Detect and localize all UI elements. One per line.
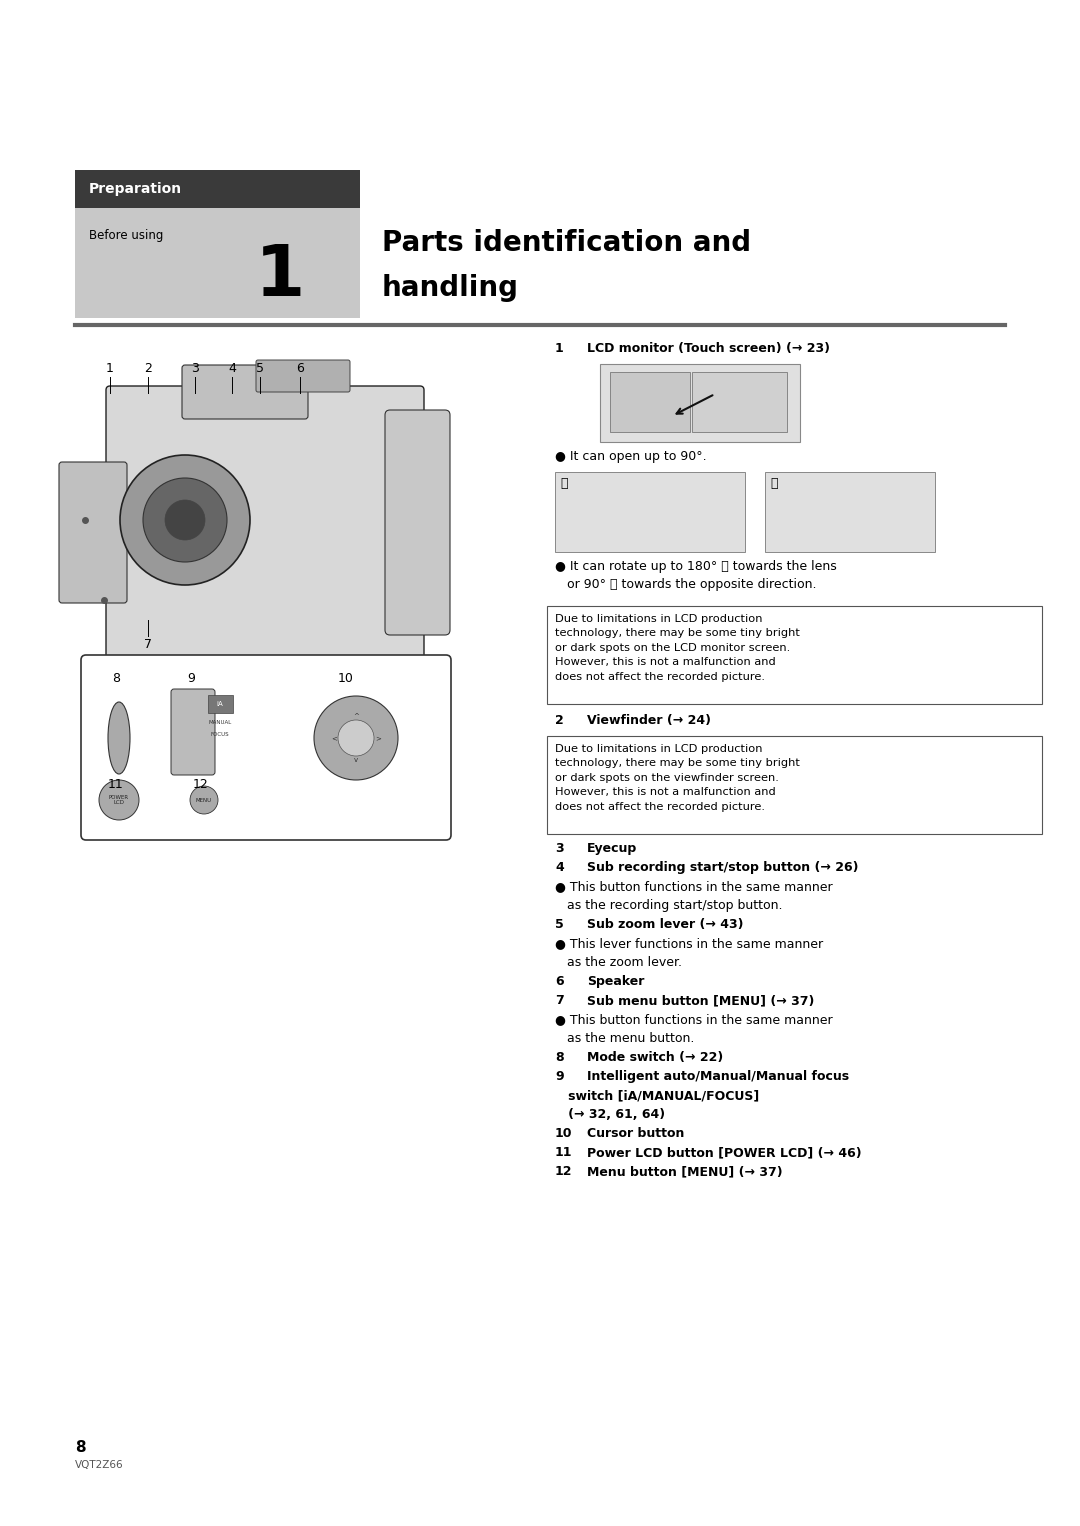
Text: 2: 2 (144, 362, 152, 375)
Text: Speaker: Speaker (588, 975, 645, 987)
Text: 9: 9 (187, 671, 194, 685)
Text: 7: 7 (555, 993, 564, 1007)
Text: Sub menu button [MENU] (→ 37): Sub menu button [MENU] (→ 37) (588, 993, 814, 1007)
Circle shape (165, 501, 205, 540)
Text: 9: 9 (555, 1070, 564, 1083)
Text: <: < (332, 736, 337, 742)
Text: Power LCD button [POWER LCD] (→ 46): Power LCD button [POWER LCD] (→ 46) (588, 1146, 862, 1160)
Bar (75, 169, 360, 208)
FancyBboxPatch shape (81, 655, 451, 839)
FancyBboxPatch shape (171, 690, 215, 775)
Text: VQT2Z66: VQT2Z66 (75, 1460, 123, 1470)
FancyBboxPatch shape (256, 360, 350, 392)
Text: 10: 10 (555, 1128, 572, 1140)
Text: handling: handling (382, 275, 519, 302)
FancyBboxPatch shape (384, 410, 450, 635)
FancyBboxPatch shape (183, 365, 308, 420)
Text: Sub zoom lever (→ 43): Sub zoom lever (→ 43) (588, 919, 743, 931)
Text: Due to limitations in LCD production
technology, there may be some tiny bright
o: Due to limitations in LCD production tec… (555, 613, 800, 682)
Bar (600, 365, 800, 443)
Text: Ⓐ: Ⓐ (561, 478, 567, 490)
Text: 1: 1 (106, 362, 113, 375)
Text: or 90° Ⓑ towards the opposite direction.: or 90° Ⓑ towards the opposite direction. (567, 578, 816, 591)
Text: 2: 2 (555, 714, 564, 726)
Bar (208, 694, 233, 713)
Text: 8: 8 (555, 1051, 564, 1064)
Text: FOCUS: FOCUS (211, 731, 229, 737)
Ellipse shape (108, 702, 130, 774)
Text: 6: 6 (296, 362, 303, 375)
Bar (546, 606, 1042, 703)
Circle shape (190, 786, 218, 813)
Text: 3: 3 (191, 362, 199, 375)
Text: 10: 10 (338, 671, 354, 685)
Bar (546, 736, 1042, 835)
Circle shape (99, 780, 139, 819)
Text: Parts identification and: Parts identification and (382, 229, 751, 256)
Text: 3: 3 (555, 842, 564, 855)
Text: ● It can open up to 90°.: ● It can open up to 90°. (555, 450, 706, 462)
Text: POWER
LCD: POWER LCD (109, 795, 130, 806)
Text: 11: 11 (108, 778, 124, 790)
Text: (→ 32, 61, 64): (→ 32, 61, 64) (555, 1108, 665, 1122)
Text: 12: 12 (193, 778, 208, 790)
Circle shape (338, 720, 374, 755)
Text: ● It can rotate up to 180° Ⓐ towards the lens: ● It can rotate up to 180° Ⓐ towards the… (555, 560, 837, 572)
Text: 4: 4 (228, 362, 235, 375)
Bar (692, 372, 787, 432)
Text: 1: 1 (555, 342, 564, 356)
Circle shape (314, 696, 399, 780)
Text: LCD monitor (Touch screen) (→ 23): LCD monitor (Touch screen) (→ 23) (588, 342, 831, 356)
Bar (610, 372, 690, 432)
Text: 12: 12 (555, 1164, 572, 1178)
Bar (75, 208, 360, 317)
Text: Preparation: Preparation (89, 182, 183, 195)
Text: 8: 8 (112, 671, 120, 685)
Text: Due to limitations in LCD production
technology, there may be some tiny bright
o: Due to limitations in LCD production tec… (555, 745, 800, 812)
Text: Ⓑ: Ⓑ (770, 478, 778, 490)
Text: 6: 6 (555, 975, 564, 987)
Text: 5: 5 (256, 362, 264, 375)
Text: 7: 7 (144, 638, 152, 652)
Text: Menu button [MENU] (→ 37): Menu button [MENU] (→ 37) (588, 1164, 783, 1178)
Text: Eyecup: Eyecup (588, 842, 637, 855)
Text: Before using: Before using (89, 229, 163, 243)
Text: ^: ^ (353, 713, 359, 719)
Circle shape (143, 478, 227, 562)
Text: Sub recording start/stop button (→ 26): Sub recording start/stop button (→ 26) (588, 861, 859, 874)
Text: ● This lever functions in the same manner: ● This lever functions in the same manne… (555, 937, 823, 951)
Text: as the zoom lever.: as the zoom lever. (555, 955, 681, 969)
Text: ● This button functions in the same manner: ● This button functions in the same mann… (555, 881, 833, 893)
FancyBboxPatch shape (106, 386, 424, 664)
Bar (555, 472, 745, 552)
Text: as the menu button.: as the menu button. (555, 1032, 694, 1045)
Text: MENU: MENU (195, 798, 212, 803)
Text: Intelligent auto/Manual/Manual focus: Intelligent auto/Manual/Manual focus (588, 1070, 849, 1083)
Text: MANUAL: MANUAL (208, 719, 231, 725)
Circle shape (120, 455, 249, 584)
Text: as the recording start/stop button.: as the recording start/stop button. (555, 899, 783, 913)
Text: 8: 8 (75, 1441, 85, 1454)
Bar (765, 472, 935, 552)
Text: 1: 1 (255, 241, 306, 311)
Text: >: > (375, 736, 381, 742)
Text: Mode switch (→ 22): Mode switch (→ 22) (588, 1051, 724, 1064)
Text: v: v (354, 757, 359, 763)
FancyBboxPatch shape (59, 462, 127, 603)
Text: iA: iA (217, 700, 224, 707)
Text: Cursor button: Cursor button (588, 1128, 685, 1140)
Text: Viewfinder (→ 24): Viewfinder (→ 24) (588, 714, 711, 726)
Text: ● This button functions in the same manner: ● This button functions in the same mann… (555, 1013, 833, 1025)
Text: 4: 4 (555, 861, 564, 874)
Text: 11: 11 (555, 1146, 572, 1160)
Text: switch [iA/MANUAL/FOCUS]: switch [iA/MANUAL/FOCUS] (555, 1090, 759, 1102)
Text: 5: 5 (555, 919, 564, 931)
